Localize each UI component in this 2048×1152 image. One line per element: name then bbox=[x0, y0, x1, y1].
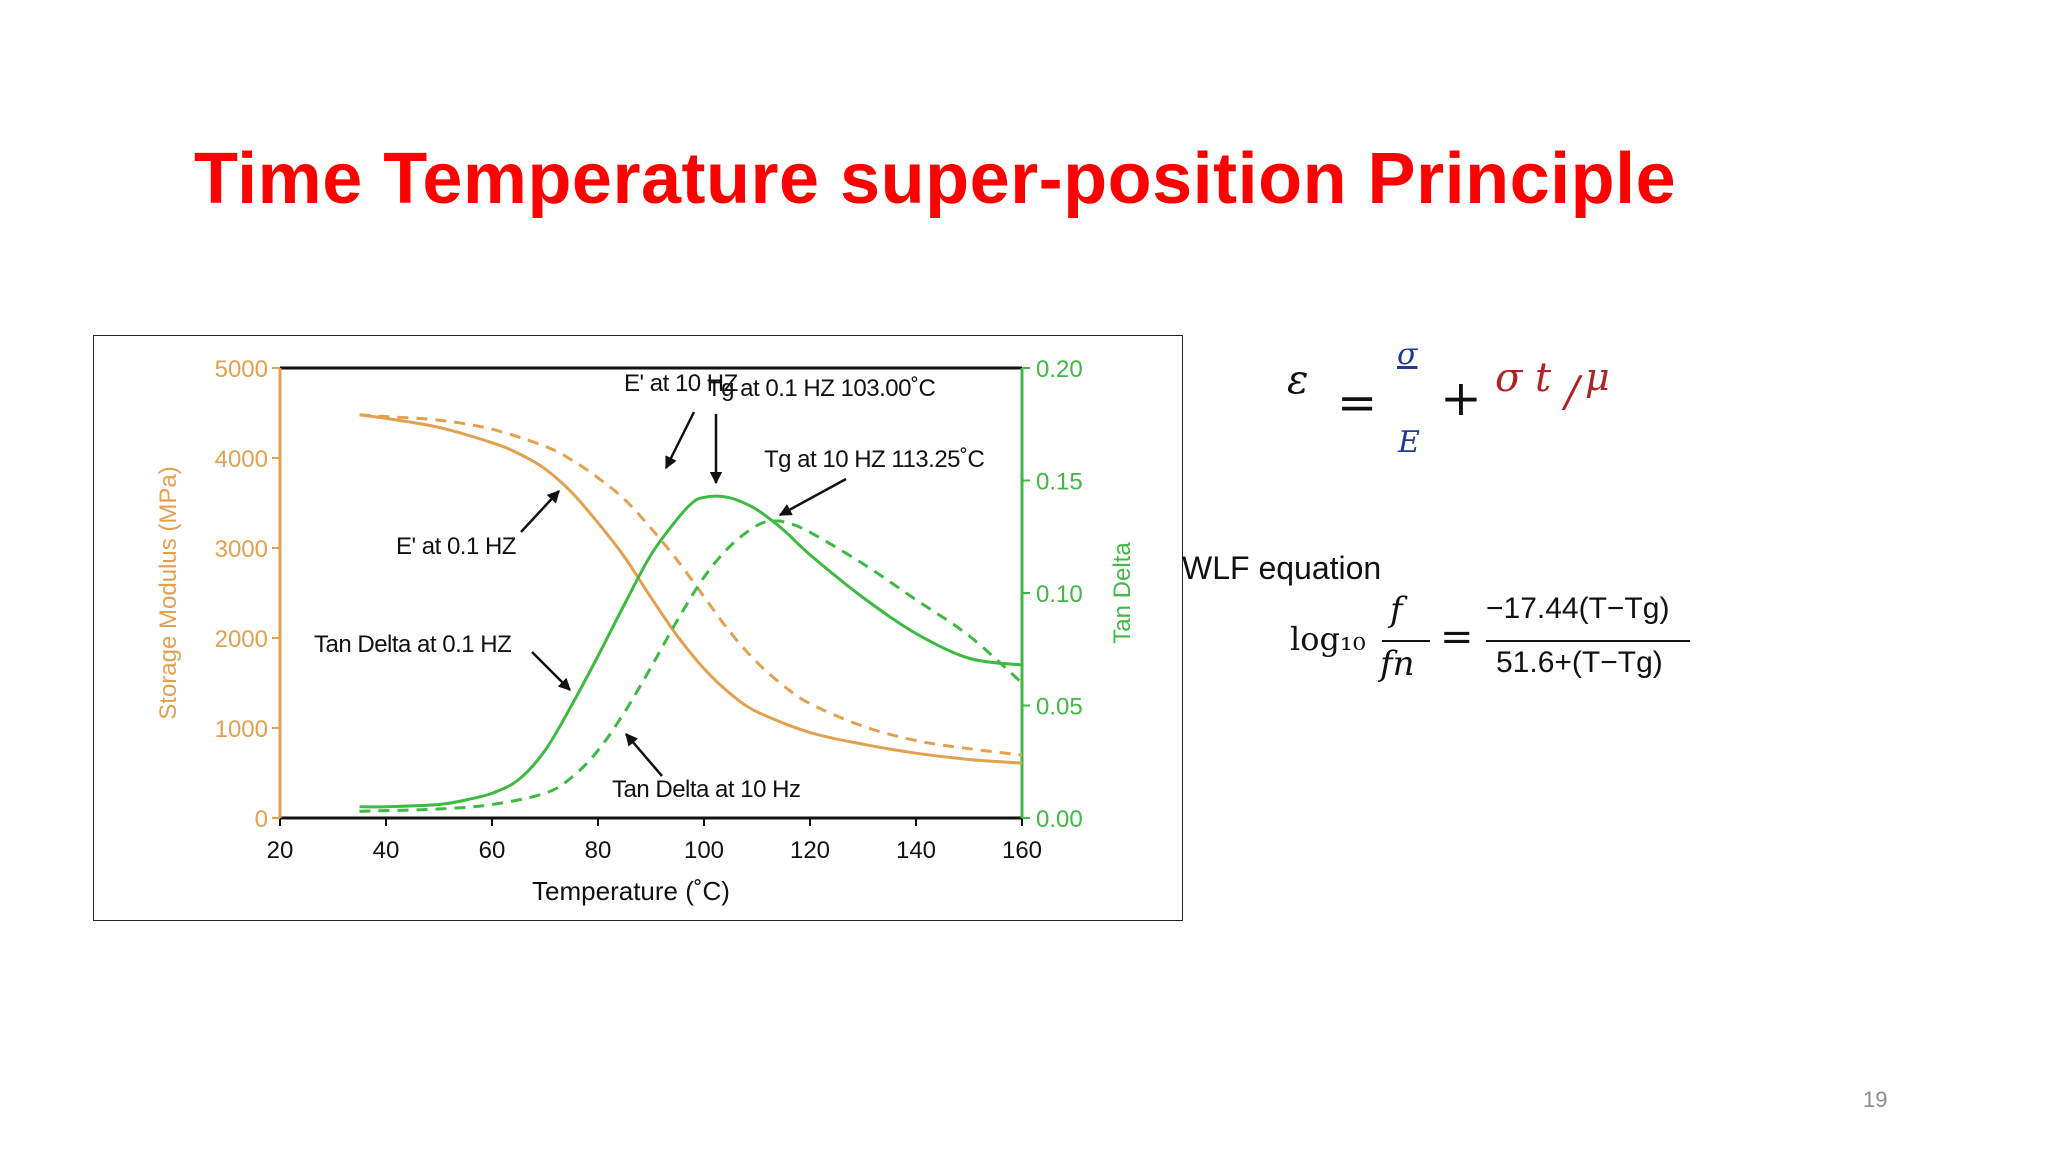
y2-axis-title: Tan Delta bbox=[1109, 542, 1136, 644]
x-tick-label: 40 bbox=[373, 837, 400, 864]
y-tick-label: 2000 bbox=[215, 626, 268, 653]
wlf-equation: log₁₀ f fn = −17.44(T−Tg) 51.6+(T−Tg) bbox=[1290, 590, 1710, 700]
annotation-tan-delta-10hz-arrow bbox=[625, 733, 663, 777]
annotation-e-10hz-arrow bbox=[664, 411, 696, 470]
y2-tick-label: 0.05 bbox=[1036, 694, 1083, 721]
wlf-log: log₁₀ bbox=[1290, 620, 1366, 658]
series-tan-delta-10hz-line bbox=[359, 519, 1023, 813]
wlf-f: f bbox=[1390, 590, 1403, 630]
creep-equation: ε = σ E + σ t / μ bbox=[1285, 337, 1645, 475]
annotation-tg-0-1hz: Tg at 0.1 HZ 103.00˚C bbox=[707, 375, 935, 402]
eq-epsilon: ε bbox=[1287, 357, 1309, 403]
dma-chart: 20 40 60 80 100 120 140 160 0 1000 2000 3000 4000 500… bbox=[155, 356, 1136, 906]
y2-tick-label: 0.15 bbox=[1036, 469, 1083, 496]
wlf-left-fraction-bar bbox=[1382, 640, 1430, 642]
x-tick-label: 20 bbox=[267, 837, 294, 864]
y-tick-label: 0 bbox=[255, 806, 268, 833]
series-e-10hz-line bbox=[359, 413, 1023, 757]
y-tick-label: 3000 bbox=[215, 536, 268, 563]
eq-mu: μ bbox=[1585, 355, 1610, 399]
annotation-tg-10hz-arrow bbox=[778, 477, 847, 517]
annotation-tan-delta-0-1hz: Tan Delta at 0.1 HZ bbox=[314, 631, 511, 658]
x-tick-label: 140 bbox=[896, 837, 936, 864]
y2-tick-label: 0.10 bbox=[1036, 581, 1083, 608]
eq-equals: = bbox=[1337, 375, 1378, 431]
annotation-e-0-1hz: E' at 0.1 HZ bbox=[396, 533, 516, 560]
annotation-e-10hz: E' at 10 HZ bbox=[624, 370, 738, 397]
slide-title: Time Temperature super-position Principl… bbox=[194, 139, 1677, 219]
x-axis-title: Temperature (˚C) bbox=[532, 876, 730, 906]
wlf-equals: = bbox=[1440, 614, 1474, 660]
eq-plus: + bbox=[1440, 369, 1482, 427]
y-axis-title: Storage Modulus (MPa) bbox=[155, 466, 182, 719]
y-tick-label: 5000 bbox=[215, 356, 268, 383]
eq-slash: / bbox=[1565, 367, 1580, 416]
y2-tick-label: 0.20 bbox=[1036, 356, 1083, 383]
annotation-tan-delta-0-1hz-arrow bbox=[531, 651, 571, 691]
wlf-numerator: −17.44(T−Tg) bbox=[1486, 592, 1670, 625]
series-e-0-1hz-line bbox=[359, 413, 1023, 765]
y-tick-label: 1000 bbox=[215, 716, 268, 743]
x-tick-label: 160 bbox=[1002, 837, 1042, 864]
wlf-fn: fn bbox=[1380, 644, 1415, 684]
y-tick-label: 4000 bbox=[215, 446, 268, 473]
wlf-right-fraction-bar bbox=[1486, 640, 1690, 642]
eq-modulus-E: E bbox=[1398, 425, 1420, 460]
x-tick-label: 80 bbox=[585, 837, 612, 864]
series-tan-delta-0-1hz-line bbox=[359, 494, 1023, 809]
x-tick-label: 100 bbox=[684, 837, 724, 864]
x-tick-label: 60 bbox=[479, 837, 506, 864]
annotation-tan-delta-10hz: Tan Delta at 10 Hz bbox=[612, 776, 800, 803]
x-tick-label: 120 bbox=[790, 837, 830, 864]
annotation-e-0-1hz-arrow bbox=[520, 490, 560, 533]
annotation-tg-10hz: Tg at 10 HZ 113.25˚C bbox=[764, 446, 985, 473]
wlf-denominator: 51.6+(T−Tg) bbox=[1496, 646, 1663, 679]
eq-sigma-t: σ t bbox=[1495, 355, 1552, 401]
wlf-label: WLF equation bbox=[1182, 550, 1382, 586]
chart-frame: 20 40 60 80 100 120 140 160 0 1000 2000 3000 4000 500… bbox=[93, 335, 1183, 921]
y2-tick-label: 0.00 bbox=[1036, 806, 1083, 833]
eq-sigma: σ bbox=[1397, 337, 1418, 372]
page-number: 19 bbox=[1863, 1087, 1888, 1112]
